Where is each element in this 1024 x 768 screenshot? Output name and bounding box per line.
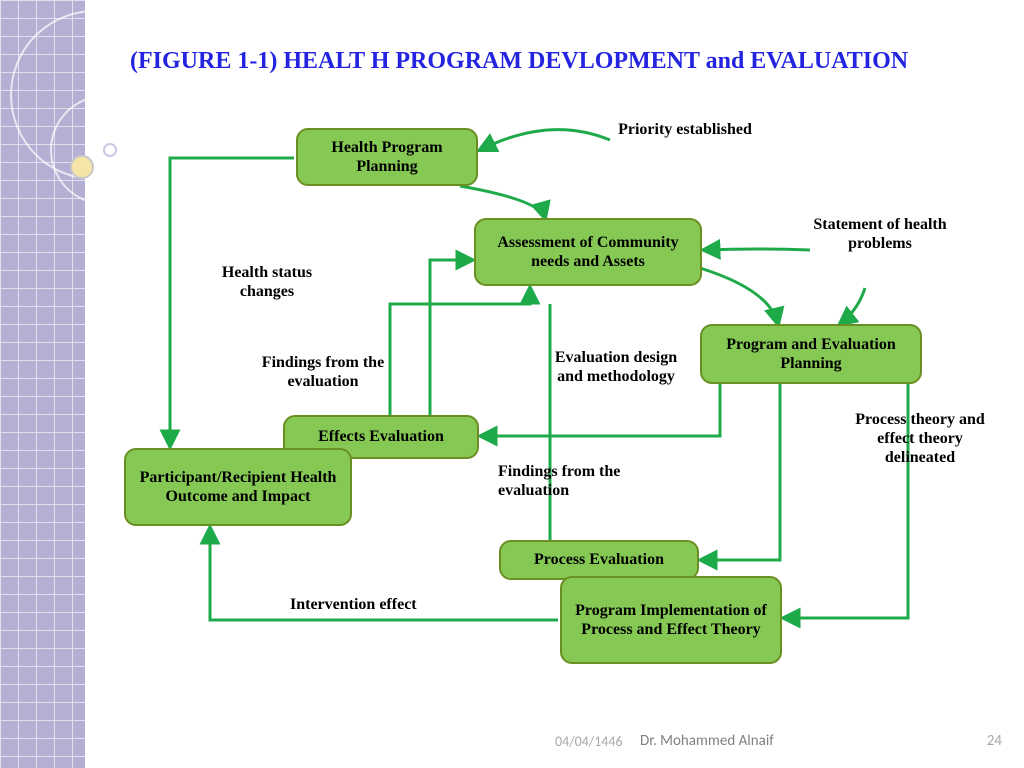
footer-author: Dr. Mohammed Alnaif <box>640 732 774 750</box>
label-processtheory: Process theory and effect theory delinea… <box>850 410 990 468</box>
decorative-ring <box>103 143 117 157</box>
node-process: Process Evaluation <box>499 540 699 580</box>
e-assess-progeval <box>700 268 778 324</box>
e-statement-progeval <box>840 288 865 324</box>
e-statement-assess <box>704 249 810 250</box>
label-priority: Priority established <box>615 120 755 139</box>
label-intervention: Intervention effect <box>290 595 470 614</box>
figure-title: (FIGURE 1-1) HEALT H PROGRAM DEVLOPMENT … <box>130 48 1004 75</box>
node-participant: Participant/Recipient Health Outcome and… <box>124 448 352 526</box>
node-implement: Program Implementation of Process and Ef… <box>560 576 782 664</box>
label-findings2: Findings from the evaluation <box>498 462 653 500</box>
node-assessment: Assessment of Community needs and Assets <box>474 218 702 286</box>
label-statement: Statement of health problems <box>810 215 950 253</box>
node-planning: Health Program Planning <box>296 128 478 186</box>
node-progeval: Program and Evaluation Planning <box>700 324 922 384</box>
e-progeval-effects <box>481 384 720 436</box>
label-findings1: Findings from the evaluation <box>248 353 398 391</box>
e-effects-assess-1 <box>390 288 530 415</box>
footer-date: 04/04/1446 <box>555 733 623 750</box>
e-progeval-process <box>701 384 780 560</box>
e-plan-participant <box>170 158 294 446</box>
e-plan-assess <box>460 186 545 218</box>
decorative-dot <box>70 155 94 179</box>
label-hstatus: Health status changes <box>202 263 332 301</box>
e-priority-plan <box>480 130 610 150</box>
e-effects-assess-2 <box>430 260 472 415</box>
footer-page-number: 24 <box>987 732 1002 750</box>
label-evalmethod: Evaluation design and methodology <box>546 348 686 386</box>
